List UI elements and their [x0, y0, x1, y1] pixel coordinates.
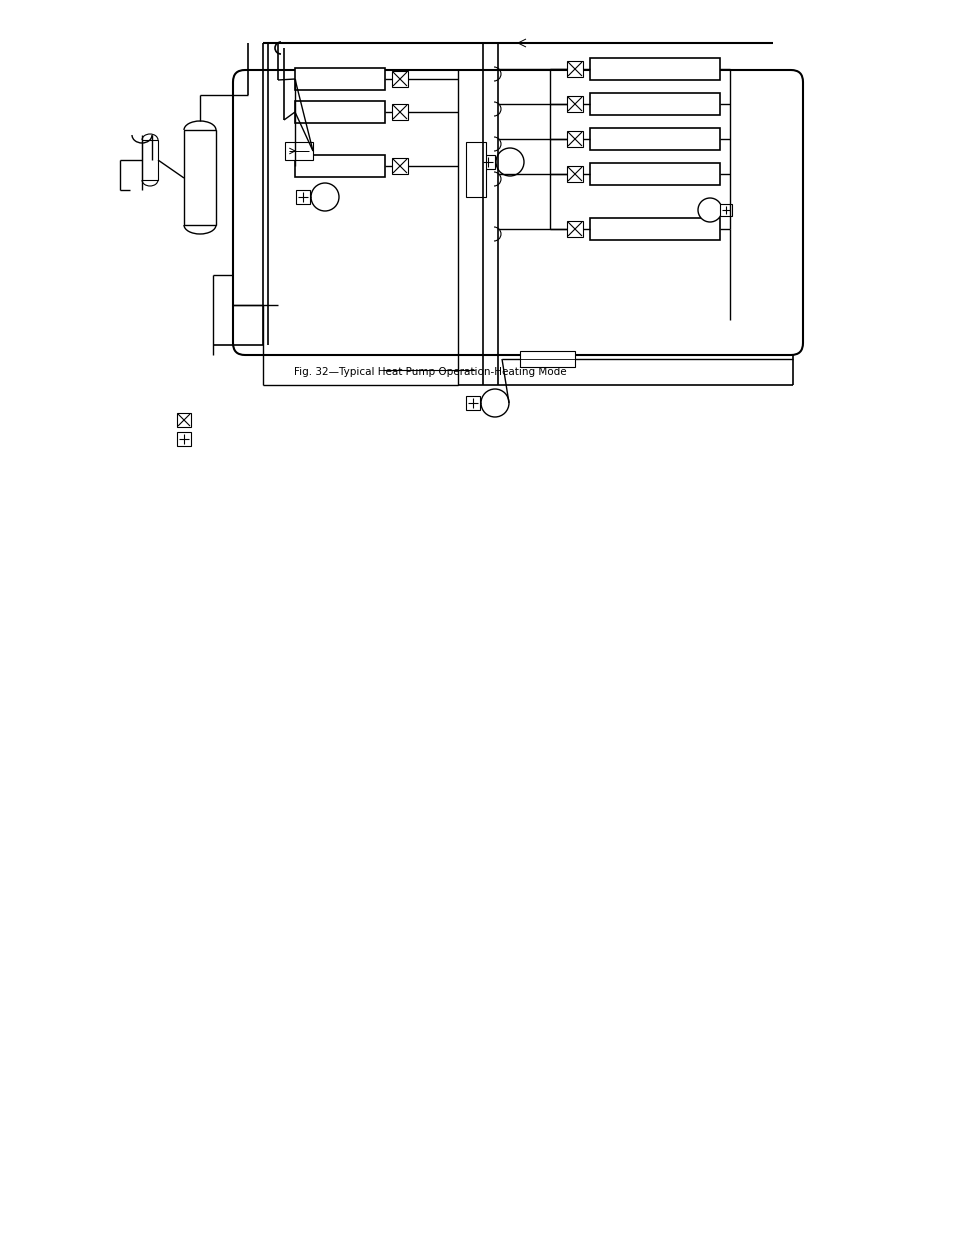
- Bar: [589, 219, 720, 240]
- Circle shape: [698, 198, 721, 222]
- Bar: [720, 204, 731, 216]
- Bar: [142, 140, 158, 180]
- Circle shape: [496, 148, 523, 177]
- Bar: [589, 128, 720, 149]
- Circle shape: [480, 389, 509, 417]
- Bar: [589, 58, 720, 80]
- Bar: [566, 61, 582, 77]
- Bar: [294, 68, 385, 90]
- Bar: [392, 158, 408, 174]
- Bar: [589, 163, 720, 185]
- Bar: [184, 130, 215, 225]
- FancyBboxPatch shape: [233, 70, 802, 354]
- Circle shape: [311, 183, 338, 211]
- Bar: [566, 131, 582, 147]
- Bar: [392, 104, 408, 120]
- Bar: [392, 70, 408, 86]
- Bar: [566, 221, 582, 237]
- Bar: [465, 142, 485, 198]
- Bar: [480, 156, 495, 169]
- Bar: [519, 351, 575, 367]
- Bar: [177, 432, 191, 446]
- Bar: [294, 101, 385, 124]
- Bar: [589, 93, 720, 115]
- Bar: [294, 156, 385, 177]
- Bar: [566, 165, 582, 182]
- Bar: [295, 190, 310, 204]
- Bar: [285, 142, 313, 161]
- Text: Fig. 32—Typical Heat Pump Operation-Heating Mode: Fig. 32—Typical Heat Pump Operation-Heat…: [294, 367, 566, 377]
- Bar: [465, 396, 479, 410]
- Bar: [177, 412, 191, 427]
- Bar: [566, 96, 582, 112]
